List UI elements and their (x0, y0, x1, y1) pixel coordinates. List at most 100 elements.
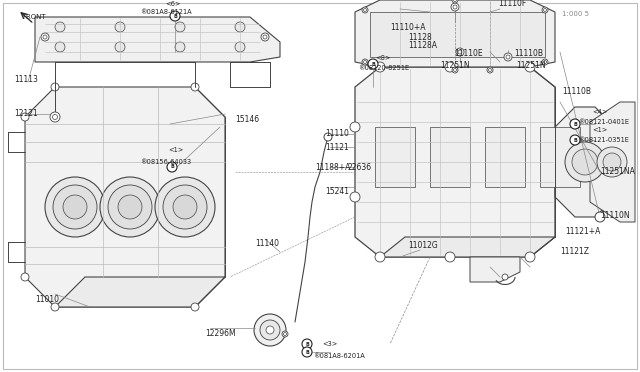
Polygon shape (555, 107, 615, 217)
Circle shape (21, 113, 29, 121)
Text: <6>: <6> (165, 1, 180, 7)
Text: <1>: <1> (168, 147, 184, 153)
Circle shape (115, 22, 125, 32)
Text: ®081A8-6121A: ®081A8-6121A (140, 9, 191, 15)
Polygon shape (590, 102, 635, 222)
Circle shape (52, 115, 58, 119)
Polygon shape (470, 257, 520, 282)
Circle shape (488, 68, 492, 71)
Text: 11128: 11128 (408, 32, 432, 42)
Text: 11110N: 11110N (600, 212, 630, 221)
Circle shape (51, 303, 59, 311)
Text: ®08121-0351E: ®08121-0351E (578, 137, 629, 143)
Circle shape (525, 62, 535, 72)
Text: <4>: <4> (592, 109, 607, 115)
Text: 12296M: 12296M (205, 330, 236, 339)
Text: 11110F: 11110F (498, 0, 526, 7)
Text: B: B (173, 13, 177, 19)
Text: 11110E: 11110E (454, 49, 483, 58)
Circle shape (542, 59, 548, 65)
Circle shape (597, 147, 627, 177)
Polygon shape (25, 87, 225, 307)
Circle shape (570, 135, 580, 145)
Circle shape (191, 303, 199, 311)
Circle shape (375, 252, 385, 262)
Circle shape (175, 42, 185, 52)
Circle shape (261, 33, 269, 41)
Circle shape (456, 48, 464, 56)
Circle shape (542, 7, 548, 13)
Circle shape (53, 185, 97, 229)
Circle shape (263, 35, 267, 39)
Text: <3>: <3> (322, 341, 337, 347)
Circle shape (368, 59, 378, 69)
Circle shape (100, 177, 160, 237)
Circle shape (324, 133, 332, 141)
Circle shape (108, 185, 152, 229)
Circle shape (362, 7, 368, 13)
Circle shape (445, 62, 455, 72)
Polygon shape (380, 237, 555, 257)
Circle shape (50, 112, 60, 122)
Circle shape (170, 11, 180, 21)
Circle shape (175, 22, 185, 32)
Circle shape (284, 333, 287, 336)
Text: ®08156-64033: ®08156-64033 (140, 159, 191, 165)
Text: ®08121-0401E: ®08121-0401E (578, 119, 629, 125)
Circle shape (118, 195, 142, 219)
Bar (370, 12, 545, 57)
Circle shape (350, 192, 360, 202)
Circle shape (63, 195, 87, 219)
Circle shape (364, 9, 367, 12)
Circle shape (43, 35, 47, 39)
Circle shape (445, 252, 455, 262)
Circle shape (364, 61, 367, 64)
Circle shape (45, 177, 105, 237)
Circle shape (302, 339, 312, 349)
Text: 11012G: 11012G (408, 241, 438, 250)
Circle shape (454, 0, 456, 1)
Circle shape (452, 0, 458, 3)
Bar (485, 127, 525, 187)
Text: 11110: 11110 (325, 129, 349, 138)
Text: <8>: <8> (375, 55, 390, 61)
Circle shape (254, 314, 286, 346)
Bar (430, 127, 470, 187)
Text: 11110B: 11110B (562, 87, 591, 96)
Text: 11110+A: 11110+A (390, 22, 426, 32)
Circle shape (173, 195, 197, 219)
Text: 11121Z: 11121Z (560, 247, 589, 257)
Circle shape (504, 53, 512, 61)
Circle shape (506, 55, 510, 59)
Bar (375, 127, 415, 187)
Circle shape (55, 42, 65, 52)
Circle shape (155, 177, 215, 237)
Circle shape (163, 185, 207, 229)
Circle shape (266, 326, 274, 334)
Circle shape (260, 320, 280, 340)
Circle shape (525, 252, 535, 262)
Text: FRONT: FRONT (22, 14, 45, 20)
Circle shape (167, 162, 177, 172)
Polygon shape (355, 67, 555, 257)
Circle shape (453, 5, 457, 9)
Text: 12121: 12121 (14, 109, 38, 119)
Text: 11010: 11010 (35, 295, 59, 305)
Text: 11128A: 11128A (408, 42, 437, 51)
Circle shape (458, 50, 462, 54)
Text: 15146: 15146 (235, 115, 259, 125)
Circle shape (603, 153, 621, 171)
Text: B: B (371, 61, 375, 67)
Circle shape (41, 33, 49, 41)
Circle shape (454, 68, 456, 71)
Circle shape (282, 331, 288, 337)
Circle shape (302, 347, 312, 357)
Circle shape (350, 122, 360, 132)
Text: 11140: 11140 (255, 240, 279, 248)
Circle shape (362, 59, 368, 65)
Circle shape (51, 83, 59, 91)
Text: 11113: 11113 (14, 76, 38, 84)
Circle shape (235, 42, 245, 52)
Circle shape (452, 67, 458, 73)
Text: B: B (573, 122, 577, 126)
